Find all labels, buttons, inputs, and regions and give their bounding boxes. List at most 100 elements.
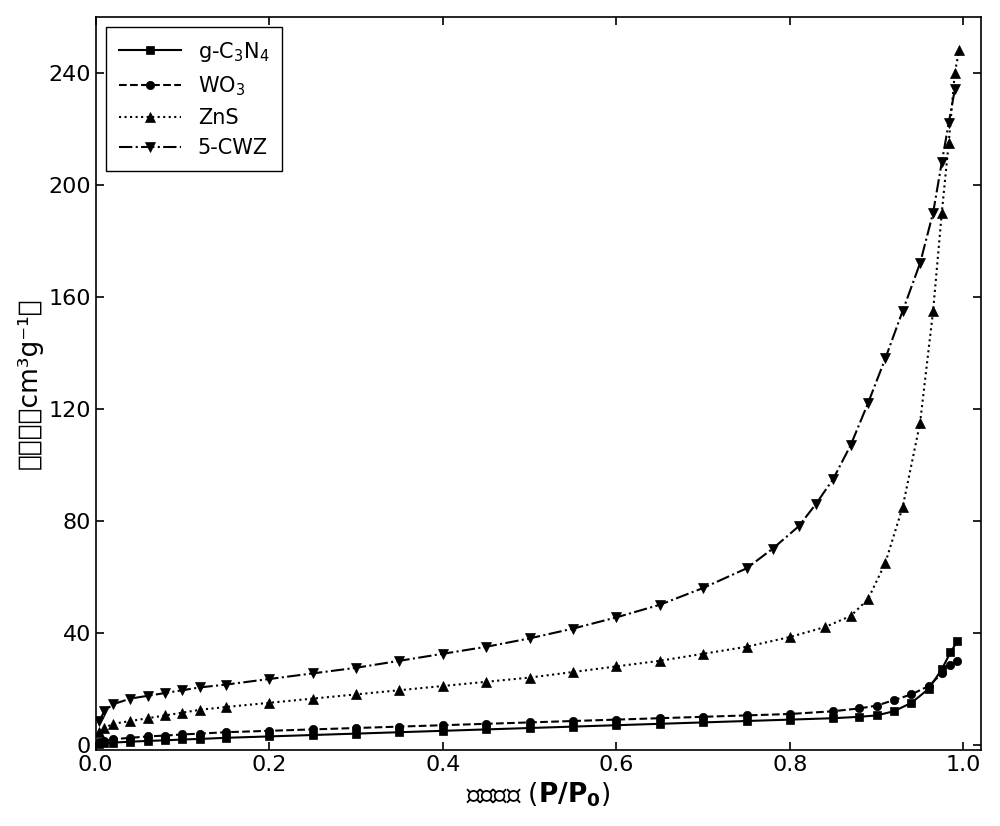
WO$_3$ [124,733,136,743]
5-CWZ [936,157,948,167]
Y-axis label: 吸附量（cm³g⁻¹）: 吸附量（cm³g⁻¹） [17,297,43,469]
WO$_3$ [951,656,963,666]
ZnS [393,686,405,695]
WO$_3$ [905,690,917,700]
WO$_3$ [142,732,154,742]
WO$_3$ [307,724,319,734]
5-CWZ [124,694,136,704]
ZnS [654,656,666,666]
ZnS [194,705,206,714]
WO$_3$ [944,660,956,670]
g-C$_3$N$_4$ [853,712,865,722]
WO$_3$ [524,718,536,728]
g-C$_3$N$_4$ [936,664,948,674]
5-CWZ [741,563,753,573]
Legend: g-C$_3$N$_4$, WO$_3$, ZnS, 5-CWZ: g-C$_3$N$_4$, WO$_3$, ZnS, 5-CWZ [106,27,282,171]
Line: WO$_3$: WO$_3$ [95,657,962,746]
5-CWZ [107,700,119,710]
5-CWZ [610,612,622,622]
ZnS [220,702,232,712]
g-C$_3$N$_4$ [437,726,449,736]
5-CWZ [897,306,909,316]
g-C$_3$N$_4$ [107,738,119,748]
5-CWZ [927,208,939,218]
5-CWZ [949,84,961,94]
Line: g-C$_3$N$_4$: g-C$_3$N$_4$ [95,637,962,748]
g-C$_3$N$_4$ [307,730,319,740]
WO$_3$ [741,710,753,720]
g-C$_3$N$_4$ [697,718,709,728]
ZnS [107,719,119,729]
5-CWZ [697,583,709,593]
WO$_3$ [350,723,362,733]
g-C$_3$N$_4$ [888,706,900,716]
WO$_3$ [159,731,171,741]
ZnS [949,68,961,78]
5-CWZ [176,686,188,695]
ZnS [93,727,105,737]
g-C$_3$N$_4$ [124,737,136,747]
5-CWZ [827,474,839,484]
g-C$_3$N$_4$ [98,738,110,748]
WO$_3$ [93,737,105,747]
ZnS [879,558,891,567]
5-CWZ [194,682,206,692]
ZnS [98,723,110,733]
ZnS [142,714,154,724]
g-C$_3$N$_4$ [194,734,206,744]
WO$_3$ [437,720,449,730]
g-C$_3$N$_4$ [263,732,275,742]
WO$_3$ [263,726,275,736]
ZnS [953,45,965,55]
5-CWZ [393,656,405,666]
5-CWZ [767,544,779,553]
5-CWZ [810,499,822,509]
g-C$_3$N$_4$ [944,648,956,657]
WO$_3$ [567,716,579,726]
5-CWZ [879,354,891,363]
ZnS [307,694,319,704]
5-CWZ [524,634,536,643]
Line: 5-CWZ: 5-CWZ [94,84,960,726]
ZnS [741,642,753,652]
ZnS [610,662,622,672]
WO$_3$ [220,727,232,737]
g-C$_3$N$_4$ [951,636,963,646]
WO$_3$ [784,709,796,719]
g-C$_3$N$_4$ [393,727,405,737]
5-CWZ [220,680,232,690]
g-C$_3$N$_4$ [142,736,154,746]
g-C$_3$N$_4$ [159,735,171,745]
ZnS [936,208,948,218]
ZnS [176,708,188,718]
ZnS [124,716,136,726]
5-CWZ [862,398,874,408]
5-CWZ [845,440,857,450]
ZnS [480,676,492,686]
g-C$_3$N$_4$ [827,714,839,724]
5-CWZ [93,716,105,726]
WO$_3$ [480,719,492,729]
5-CWZ [914,259,926,268]
5-CWZ [567,624,579,634]
5-CWZ [307,668,319,678]
ZnS [862,594,874,604]
g-C$_3$N$_4$ [524,723,536,733]
g-C$_3$N$_4$ [610,720,622,730]
g-C$_3$N$_4$ [923,684,935,694]
ZnS [845,611,857,621]
WO$_3$ [697,712,709,722]
g-C$_3$N$_4$ [480,724,492,734]
5-CWZ [480,642,492,652]
g-C$_3$N$_4$ [220,733,232,743]
WO$_3$ [853,704,865,714]
g-C$_3$N$_4$ [654,719,666,729]
5-CWZ [943,118,955,128]
ZnS [567,667,579,677]
WO$_3$ [176,729,188,739]
WO$_3$ [194,729,206,738]
5-CWZ [263,674,275,684]
WO$_3$ [888,695,900,705]
ZnS [524,672,536,682]
g-C$_3$N$_4$ [905,698,917,708]
